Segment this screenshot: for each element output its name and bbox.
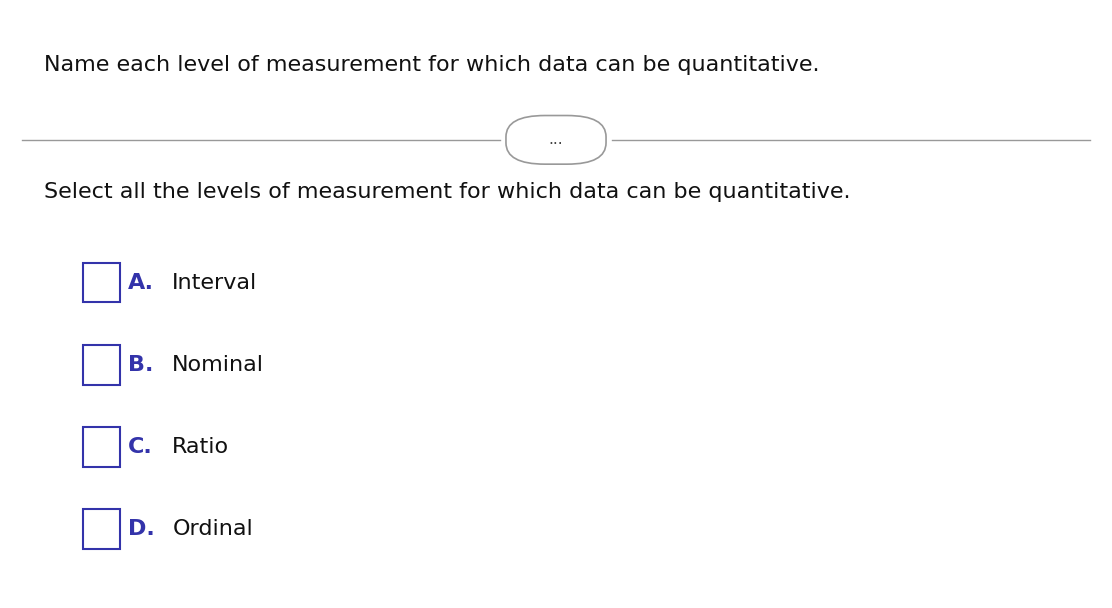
Text: Ordinal: Ordinal <box>172 519 254 539</box>
Text: Name each level of measurement for which data can be quantitative.: Name each level of measurement for which… <box>44 55 820 75</box>
Text: Interval: Interval <box>172 273 258 292</box>
FancyBboxPatch shape <box>83 510 120 548</box>
Text: Nominal: Nominal <box>172 355 265 375</box>
FancyBboxPatch shape <box>83 427 120 467</box>
Text: Select all the levels of measurement for which data can be quantitative.: Select all the levels of measurement for… <box>44 182 851 202</box>
Text: D.: D. <box>128 519 155 539</box>
FancyBboxPatch shape <box>83 263 120 302</box>
Text: ...: ... <box>548 133 564 147</box>
Text: A.: A. <box>128 273 153 292</box>
FancyBboxPatch shape <box>506 116 606 164</box>
Text: Ratio: Ratio <box>172 437 229 457</box>
FancyBboxPatch shape <box>83 345 120 384</box>
Text: B.: B. <box>128 355 153 375</box>
Text: C.: C. <box>128 437 152 457</box>
